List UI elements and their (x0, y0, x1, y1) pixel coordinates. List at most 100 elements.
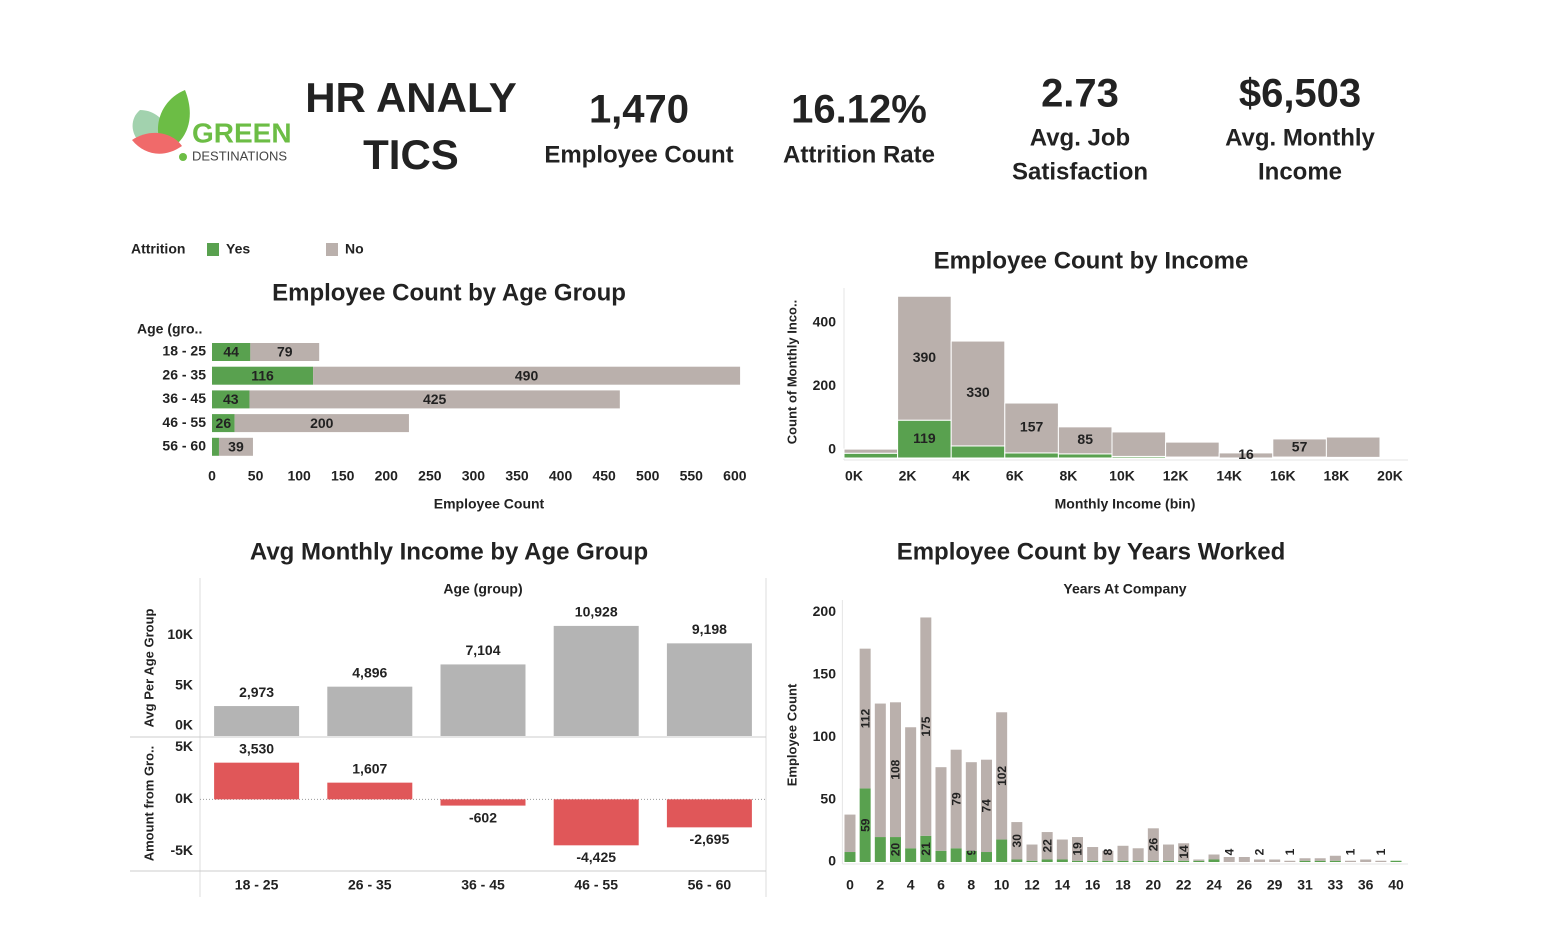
y-tick-label: 0 (828, 441, 836, 457)
data-label: 108 (889, 759, 903, 779)
data-label: 3,530 (239, 740, 274, 756)
y-tick-label: 50 (820, 790, 836, 806)
leaf (132, 132, 182, 154)
histogram-bar (1004, 402, 1059, 454)
y-tick-label: 0K (175, 790, 193, 806)
bar-segment (1163, 844, 1175, 861)
bar-segment (212, 414, 235, 433)
bar-segment (212, 437, 219, 456)
x-tick-label: 24 (1206, 877, 1222, 893)
x-tick-label: 36 - 45 (461, 877, 505, 893)
x-tick-label: 500 (636, 468, 660, 484)
bar-segment (1284, 860, 1296, 862)
bar (666, 643, 752, 736)
x-tick-label: 56 - 60 (688, 877, 732, 893)
data-label: 1,607 (352, 760, 387, 776)
bar-segment (980, 852, 992, 862)
y-tick-label: 10K (167, 626, 193, 642)
kpi-label: Employee Count (544, 141, 733, 168)
kpi-value: 2.73 (1041, 72, 1119, 116)
x-tick-label: 20 (1146, 877, 1162, 893)
data-label: 116 (251, 367, 274, 383)
x-tick-label: 300 (462, 468, 486, 484)
x-tick-label: 22 (1176, 877, 1192, 893)
x-tick-label: 4 (907, 877, 915, 893)
bar (214, 762, 300, 800)
x-tick-label: 6 (937, 877, 945, 893)
x-tick-label: 40 (1388, 877, 1404, 893)
x-tick-label: 400 (549, 468, 573, 484)
histogram-bar (1057, 453, 1113, 459)
bar-segment (905, 727, 917, 849)
histogram-bar (950, 340, 1006, 447)
x-tick-label: 4K (952, 468, 970, 484)
x-tick-label: 200 (375, 468, 399, 484)
data-label: -2,695 (690, 831, 730, 847)
x-tick-label: 14 (1055, 877, 1071, 893)
bar-segment (1375, 860, 1387, 862)
data-label: 79 (277, 344, 293, 360)
legend-label: Yes (226, 241, 250, 257)
y-tick-label: 200 (813, 377, 837, 393)
bar-segment (889, 837, 901, 862)
x-tick-label: 0 (208, 468, 216, 484)
data-label: 85 (1077, 431, 1093, 447)
bar-segment (1329, 860, 1341, 862)
bar-segment (1026, 860, 1038, 862)
data-label: 200 (310, 415, 334, 431)
x-tick-label: 6K (1006, 468, 1024, 484)
y-axis-label: Employee Count (784, 683, 799, 786)
histogram-bar (950, 445, 1006, 459)
y-tick-label: 200 (813, 603, 837, 619)
y-axis-label: Avg Per Age Group (141, 608, 156, 727)
y-tick-label: 18 - 25 (162, 343, 206, 359)
chart-title: Employee Count by Years Worked (897, 538, 1286, 565)
x-tick-label: 16 (1085, 877, 1101, 893)
x-axis-label: Employee Count (434, 496, 545, 512)
histogram-bar (1325, 436, 1381, 458)
kpi-label: Avg. Job (1030, 124, 1130, 151)
bar-segment (844, 814, 856, 853)
bar-segment (1041, 859, 1053, 862)
bar-segment (1117, 845, 1129, 861)
data-label: 1 (1374, 848, 1388, 855)
data-label: 26 (216, 415, 232, 431)
data-label: 330 (966, 384, 990, 400)
bar-segment (1132, 848, 1144, 861)
bar-segment (1041, 832, 1053, 860)
histogram-bar (897, 295, 952, 421)
bar-segment (935, 767, 947, 851)
y-tick-label: 150 (813, 666, 837, 682)
bar (553, 799, 639, 846)
kpi-label: Income (1258, 158, 1342, 185)
bar-segment (920, 617, 932, 836)
data-label: 1 (1344, 848, 1358, 855)
kpi-label: Attrition Rate (783, 141, 935, 168)
x-tick-label: 0K (845, 468, 863, 484)
dot (179, 153, 187, 161)
x-tick-label: 250 (418, 468, 442, 484)
bar-segment (1087, 847, 1099, 861)
y-tick-label: 36 - 45 (162, 390, 206, 406)
data-label: 9,198 (692, 621, 727, 637)
legend-swatch (326, 243, 338, 256)
data-label: 157 (1020, 419, 1044, 435)
bar-segment (1345, 860, 1357, 862)
x-tick-label: 26 (1237, 877, 1253, 893)
x-tick-label: 450 (592, 468, 616, 484)
bar-segment (965, 850, 977, 862)
data-label: 30 (1010, 834, 1024, 848)
bar-segment (1102, 850, 1114, 861)
data-label: 26 (1147, 838, 1161, 852)
chart-title: Employee Count by Income (934, 247, 1249, 274)
data-label: 57 (1292, 439, 1308, 455)
x-tick-label: 150 (331, 468, 355, 484)
x-tick-label: 8K (1059, 468, 1077, 484)
data-label: 112 (858, 709, 872, 729)
bar-segment (844, 852, 856, 862)
data-label: 20 (889, 843, 903, 857)
bar (440, 664, 526, 736)
x-tick-label: 46 - 55 (574, 877, 618, 893)
data-label: 2,973 (239, 684, 274, 700)
histogram-bar (843, 452, 899, 459)
